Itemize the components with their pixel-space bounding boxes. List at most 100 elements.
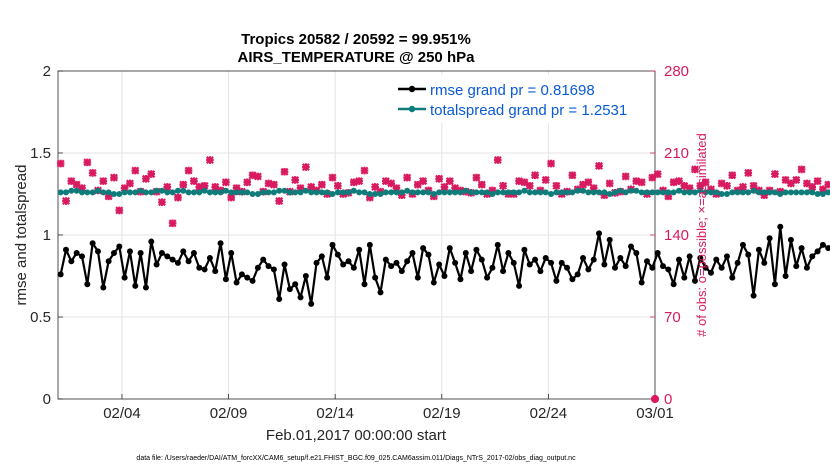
totalspread-point: [132, 189, 139, 196]
assimilated-obs-point: [205, 156, 214, 165]
rmse-point: [185, 258, 192, 265]
assimilated-obs-point: [675, 177, 683, 186]
assimilated-obs-point: [605, 179, 614, 188]
rmse-point: [644, 258, 651, 265]
totalspread-point: [297, 189, 304, 196]
rmse-point: [622, 263, 629, 270]
rmse-point: [116, 243, 123, 250]
legend: rmse grand pr = 0.81698 totalspread gran…: [390, 75, 652, 123]
totalspread-point: [537, 189, 544, 196]
totalspread-point: [388, 189, 395, 196]
assimilated-obs-point: [184, 166, 193, 175]
totalspread-point: [105, 189, 112, 196]
totalspread-point: [116, 191, 123, 197]
rmse-point: [628, 243, 635, 250]
totalspread-point: [782, 189, 789, 196]
totalspread-point: [564, 189, 571, 196]
assimilated-obs-point: [691, 165, 699, 174]
assimilated-obs-point: [317, 180, 326, 189]
x-axis-label: Feb.01,2017 00:00:00 start: [266, 427, 447, 444]
rmse-point: [617, 254, 624, 261]
rmse-point: [233, 279, 240, 286]
rmse-point: [254, 264, 261, 271]
assimilated-obs-point: [264, 179, 273, 188]
rmse-point: [292, 281, 299, 288]
rmse-point: [793, 263, 800, 270]
assimilated-obs-point: [56, 159, 65, 168]
rmse-point: [686, 253, 693, 260]
totalspread-point: [809, 189, 816, 196]
rmse-point: [308, 300, 315, 307]
legend-label-totalspread: totalspread grand pr = 1.2531: [430, 102, 627, 119]
assimilated-obs-point: [696, 181, 705, 190]
rmse-point: [681, 274, 688, 281]
totalspread-point: [260, 189, 267, 196]
assimilated-obs-point: [802, 179, 811, 188]
assimilated-obs-point: [328, 173, 337, 182]
totalspread-point: [409, 189, 416, 196]
totalspread-point: [313, 189, 320, 196]
rmse-point: [148, 238, 155, 245]
rmse-point: [137, 250, 144, 257]
totalspread-point: [436, 189, 443, 196]
totalspread-point: [377, 191, 384, 197]
x-tick-label: 03/01: [636, 405, 674, 422]
totalspread-point: [318, 189, 325, 196]
totalspread-point: [542, 189, 549, 196]
totalspread-point: [489, 191, 496, 197]
assimilated-obs-point: [243, 178, 252, 187]
totalspread-point: [494, 189, 501, 196]
rmse-point: [452, 259, 459, 266]
totalspread-point: [276, 187, 283, 194]
rmse-point: [393, 259, 400, 266]
assimilated-obs-point: [488, 186, 497, 195]
rmse-point: [404, 258, 411, 265]
rmse-point: [126, 248, 133, 255]
totalspread-point: [622, 189, 629, 196]
assimilated-obs-point: [749, 181, 758, 190]
totalspread-point: [521, 187, 528, 194]
assimilated-obs-point: [685, 184, 694, 193]
totalspread-point: [308, 189, 315, 196]
data-file-footer: data file: /Users/raeder/DAI/ATM_forcXX/…: [136, 455, 576, 462]
rmse-point: [356, 246, 363, 253]
rmse-point: [649, 264, 656, 271]
totalspread-point: [532, 189, 539, 196]
rmse-point: [670, 281, 677, 288]
totalspread-point: [691, 189, 698, 196]
rmse-point: [745, 251, 752, 258]
assimilated-obs-point: [451, 184, 460, 193]
assimilated-obs-point: [717, 179, 726, 188]
totalspread-point: [739, 189, 746, 196]
totalspread-point: [441, 189, 448, 196]
rmse-point: [286, 286, 293, 293]
y-tick-label: 1.5: [30, 145, 51, 162]
rmse-point: [707, 269, 714, 276]
assimilated-obs-point: [200, 181, 209, 190]
assimilated-obs-point: [653, 170, 662, 179]
assimilated-obs-point: [664, 192, 673, 201]
rmse-line: [59, 225, 830, 305]
totalspread-point: [771, 189, 778, 196]
rmse-point: [500, 268, 507, 275]
rmse-point: [302, 273, 309, 279]
assimilated-obs-point: [568, 171, 577, 180]
rmse-point: [94, 248, 101, 255]
rmse-point: [691, 277, 698, 284]
rmse-point: [755, 246, 762, 253]
rmse-point: [425, 251, 432, 258]
axis-ticks: 02/04 02/09 02/14 02/19 02/24 03/0100.511.520…: [30, 63, 689, 422]
rmse-point: [121, 274, 128, 281]
totalspread-point: [174, 187, 181, 194]
rmse-point: [596, 230, 603, 237]
rmse-point: [132, 282, 139, 289]
rmse-point: [409, 250, 416, 257]
totalspread-point: [681, 189, 688, 196]
rmse-point: [68, 258, 75, 265]
totalspread-point: [94, 187, 101, 194]
assimilated-obs-point: [419, 177, 428, 186]
assimilated-obs-point: [371, 182, 380, 191]
totalspread-point: [324, 189, 331, 196]
totalspread-point: [196, 189, 203, 196]
totalspread-point: [585, 189, 592, 196]
